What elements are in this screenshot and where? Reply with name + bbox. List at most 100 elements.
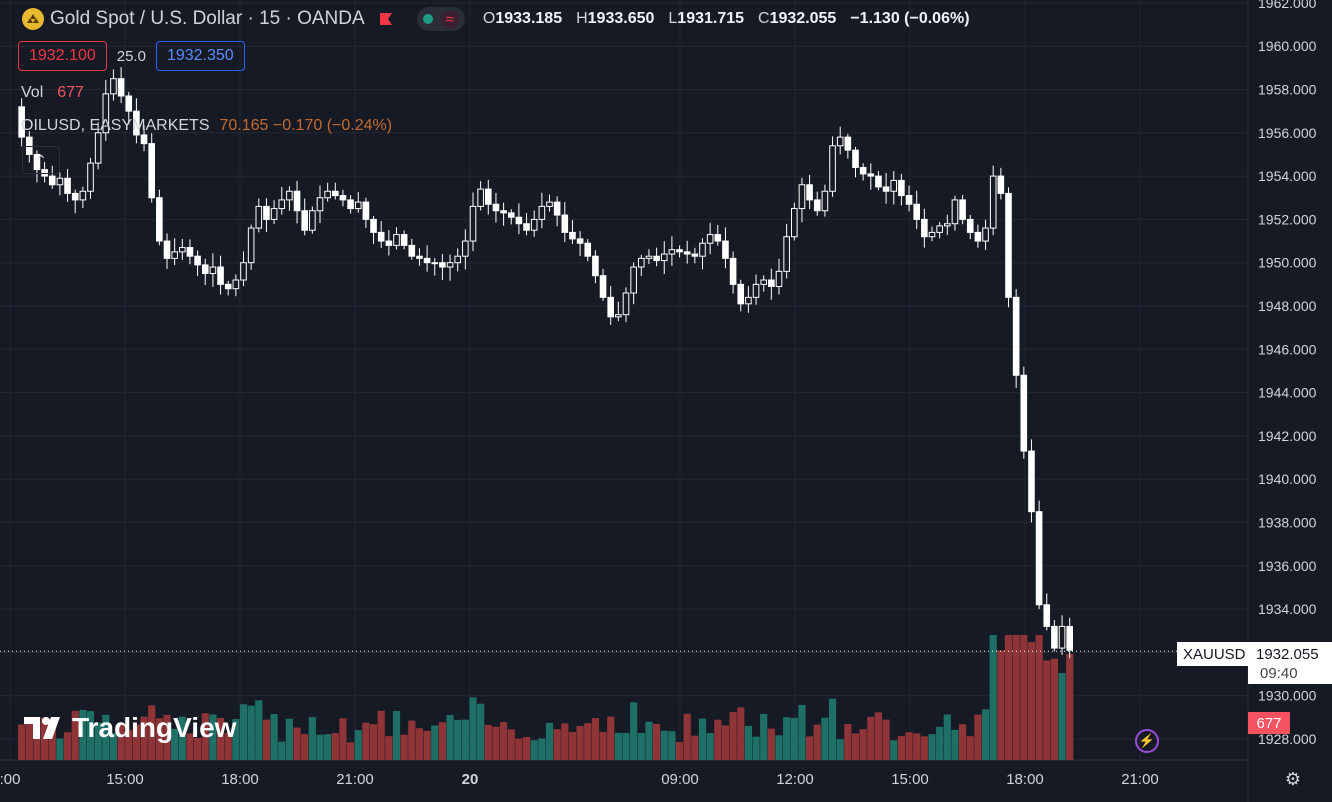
volume-bar (262, 719, 271, 760)
candle-body (324, 190, 331, 199)
candle-body (446, 262, 454, 268)
candle-body (729, 257, 737, 285)
volume-bar (86, 711, 95, 760)
candle-body (699, 242, 706, 257)
volume-bar (783, 717, 791, 760)
candle-body (79, 190, 87, 201)
volume-bar (1043, 660, 1051, 760)
volume-bar (653, 723, 661, 760)
volume-bar (431, 725, 439, 760)
wave-icon: ≈ (440, 10, 459, 28)
symbol-header: Gold Spot / U.S. Dollar · 15 · OANDA ≈ O… (22, 6, 970, 32)
candle-body (247, 227, 255, 264)
time-tick-label: 15:00 (891, 771, 929, 788)
candle-body (722, 240, 729, 259)
candle-body (110, 78, 117, 95)
candle-body (1043, 604, 1051, 627)
volume-bar (224, 733, 232, 760)
candle-body (224, 283, 232, 290)
candle-body (41, 169, 48, 177)
buy-button[interactable]: 1932.350 (155, 41, 245, 71)
volume-bar (400, 734, 408, 760)
volume-bar (408, 720, 416, 760)
candle-body (653, 255, 660, 262)
candle-body (538, 205, 546, 220)
volume-bar (530, 740, 538, 760)
volume-bar (209, 714, 217, 760)
sell-button[interactable]: 1932.100 (18, 41, 107, 71)
candle-body (469, 205, 477, 242)
volume-bar (71, 710, 79, 760)
lightning-icon[interactable]: ⚡ (1135, 729, 1159, 753)
volume-bar (760, 713, 768, 760)
volume-bar (545, 722, 554, 760)
candle-body (316, 197, 324, 212)
time-tick-label: 18:00 (221, 771, 259, 788)
volume-bar (125, 730, 133, 760)
symbol-title[interactable]: Gold Spot / U.S. Dollar · 15 · OANDA (50, 8, 365, 29)
candle-body (959, 199, 966, 220)
candle-body (156, 197, 163, 242)
candle-body (240, 262, 247, 281)
candle-body (439, 262, 446, 268)
volume-bar (1066, 653, 1074, 760)
volume-bar (423, 730, 431, 760)
volume-bar (989, 635, 997, 760)
candle-body (56, 177, 64, 186)
candle-body (102, 93, 110, 134)
volume-bar (216, 717, 225, 760)
volume-bar (706, 733, 714, 760)
candle-body (905, 195, 913, 205)
candle-body (660, 253, 668, 262)
flag-icon[interactable] (379, 12, 393, 26)
candle-body (936, 225, 943, 233)
volume-bar (744, 725, 752, 760)
volume-bar (905, 732, 913, 760)
volume-bar (790, 717, 798, 760)
candle-body (477, 188, 484, 207)
volume-bar (354, 730, 362, 760)
candle-body (301, 210, 308, 231)
price-tick-label: 1930.000 (1258, 688, 1317, 704)
settings-gear-icon[interactable]: ⚙ (1284, 769, 1302, 789)
candle-body (607, 296, 615, 318)
volume-bar (507, 729, 515, 760)
candle-body (33, 153, 41, 171)
volume-bar (239, 704, 248, 760)
volume-bar (522, 736, 531, 760)
volume-bar (392, 711, 401, 760)
candle-body (836, 136, 844, 147)
candle-body (270, 208, 278, 220)
candle-body (48, 175, 56, 186)
candle-body (232, 279, 240, 290)
volume-bar (492, 726, 500, 760)
candle-body (737, 283, 745, 305)
candle-body (293, 190, 301, 212)
volume-bar (668, 731, 676, 760)
candle-body (1020, 374, 1028, 452)
candle-body (584, 242, 592, 257)
volume-bar (132, 724, 140, 760)
market-status-pill[interactable]: ≈ (416, 7, 465, 31)
gold-icon (22, 8, 44, 30)
volume-bar (469, 697, 477, 760)
volume-bar (155, 718, 163, 760)
candle-body (829, 145, 836, 192)
high-value: 1933.650 (587, 10, 655, 27)
volume-bar (920, 736, 928, 760)
candle-body (615, 314, 622, 318)
candle-body (1066, 625, 1074, 651)
candle-body (87, 162, 94, 192)
candle-body (408, 244, 416, 257)
compare-legend[interactable]: OILUSD, EASYMARKETS 70.165 −0.170 (−0.24… (21, 117, 392, 135)
volume-bar (331, 733, 339, 760)
volume-legend[interactable]: Vol 677 (21, 84, 84, 102)
volume-bar (18, 724, 26, 760)
volume-bar (1020, 635, 1028, 760)
symbol-price-tag: XAUUSD (1177, 642, 1252, 666)
volume-bar (913, 733, 921, 760)
tradingview-logo-icon (24, 717, 60, 739)
collapse-legend-button[interactable]: ⌃ (22, 146, 60, 174)
candle-body (898, 179, 905, 197)
